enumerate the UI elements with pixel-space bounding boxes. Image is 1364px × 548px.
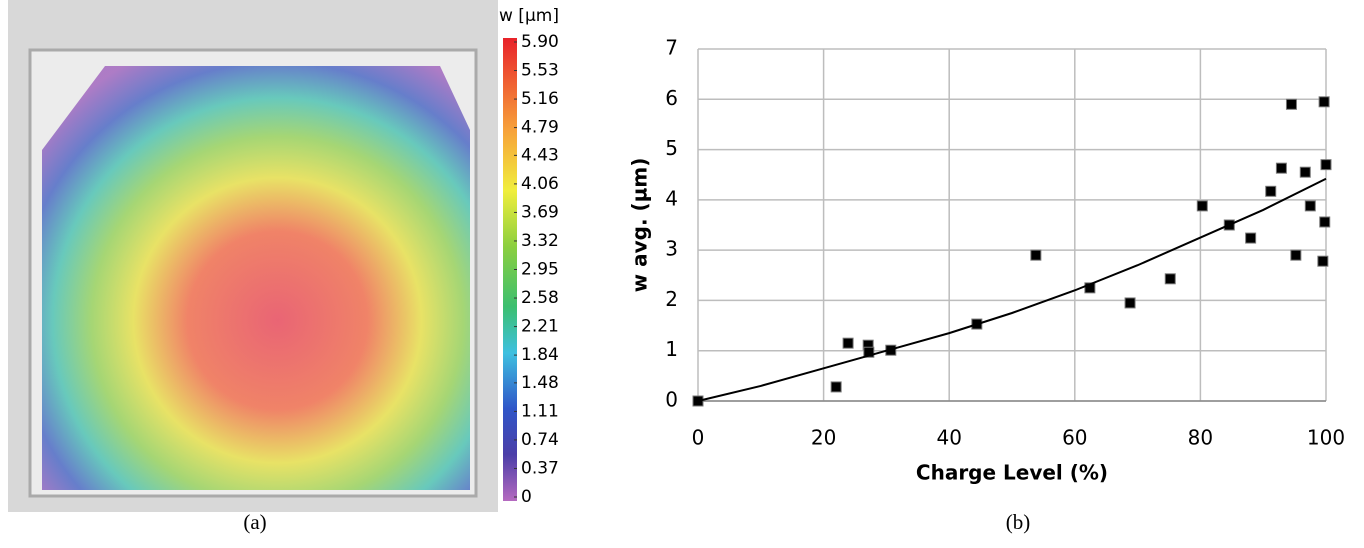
data-point: [1299, 166, 1311, 178]
x-tick-label: 60: [1062, 426, 1087, 450]
colorbar-tick-label: 2.58: [521, 288, 559, 308]
colorbar: [503, 38, 517, 501]
colorbar-tick-label: 5.90: [521, 32, 559, 52]
x-tick-label: 80: [1188, 426, 1213, 450]
colorbar-tick-label: 2.21: [521, 317, 559, 337]
data-point: [1285, 98, 1297, 110]
colorbar-tick-label: 3.32: [521, 231, 559, 251]
y-tick-label: 1: [665, 337, 678, 361]
colorbar-tick-label: 1.11: [521, 401, 559, 421]
caption: (b): [1006, 510, 1031, 534]
y-tick-label: 4: [665, 186, 678, 210]
colorbar-tick-label: 0: [521, 487, 532, 507]
y-tick-label: 2: [665, 287, 678, 311]
x-axis-label: Charge Level (%): [916, 461, 1108, 485]
data-point: [830, 381, 842, 393]
y-tick-label: 6: [665, 86, 678, 110]
x-tick-label: 100: [1307, 426, 1345, 450]
colorbar-tick-label: 4.79: [521, 118, 559, 138]
data-point: [1290, 249, 1302, 261]
data-point: [1319, 216, 1331, 228]
data-point: [1084, 282, 1096, 294]
data-point: [1030, 249, 1042, 261]
trend-line: [697, 177, 1327, 402]
colorbar-tick-label: 1.48: [521, 373, 559, 393]
data-point: [1318, 96, 1330, 108]
colorbar-tick-label: 5.16: [521, 89, 559, 109]
data-point: [1275, 162, 1287, 174]
data-point: [842, 337, 854, 349]
data-point: [1124, 297, 1136, 309]
y-tick-label: 7: [665, 36, 678, 60]
y-tick-label: 0: [665, 388, 678, 412]
colorbar-tick-label: 0.37: [521, 458, 559, 478]
y-tick-label: 5: [665, 136, 678, 160]
colorbar-tick-label: 0.74: [521, 430, 559, 450]
displacement-field: [42, 66, 470, 490]
data-point: [1317, 255, 1329, 267]
colorbar-tick-label: 4.43: [521, 145, 559, 165]
colorbar-tick-label: 3.69: [521, 202, 559, 222]
x-tick-label: 0: [692, 426, 705, 450]
y-axis-label: w avg. (µm): [628, 158, 652, 293]
y-tick-label: 3: [665, 237, 678, 261]
colorbar-tick-label: 4.06: [521, 174, 559, 194]
data-point: [1320, 159, 1332, 171]
colorbar-tick-label: 1.84: [521, 345, 559, 365]
colorbar-label: w [µm]: [499, 6, 559, 26]
data-point: [1304, 200, 1316, 212]
data-point: [1164, 273, 1176, 285]
data-point: [1265, 185, 1277, 197]
data-point: [863, 346, 875, 358]
colorbar-tick-label: 5.53: [521, 61, 559, 81]
specimen-image: [8, 0, 498, 512]
data-point: [1196, 200, 1208, 212]
data-point: [1245, 232, 1257, 244]
colorbar-tick-label: 2.95: [521, 260, 559, 280]
caption: (a): [243, 510, 266, 534]
x-tick-label: 20: [811, 426, 836, 450]
x-tick-label: 40: [936, 426, 961, 450]
